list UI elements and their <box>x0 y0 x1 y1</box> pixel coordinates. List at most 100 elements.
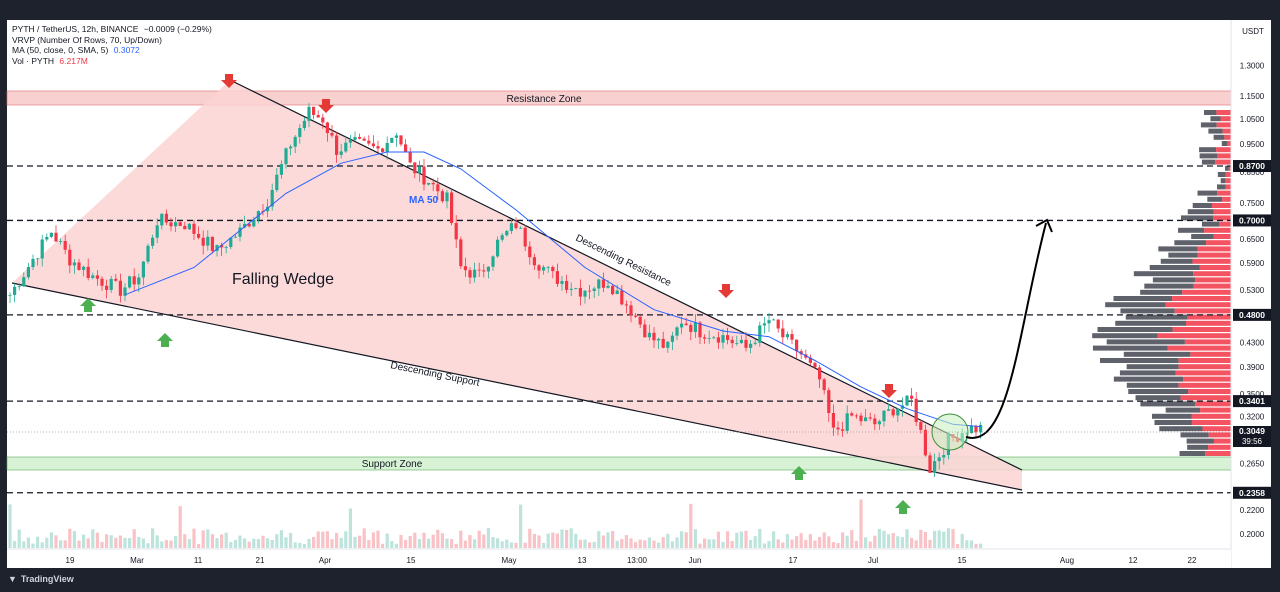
candle-body <box>358 136 362 139</box>
volume-bar <box>707 539 711 548</box>
volume-bar <box>652 540 656 548</box>
volume-bar <box>592 541 596 548</box>
candle-body <box>523 227 527 247</box>
candle-body <box>371 143 375 147</box>
volume-bar <box>841 532 845 548</box>
volume-bar <box>776 539 780 548</box>
legend-vrvp-row[interactable]: VRVP (Number Of Rows, 70, Up/Down) <box>12 35 212 46</box>
volume-bar <box>969 540 973 548</box>
candle-body <box>141 261 145 278</box>
volume-bar <box>155 535 159 548</box>
volume-bar <box>40 542 44 548</box>
vrvp-row-up <box>1217 172 1226 177</box>
candle-body <box>500 235 504 240</box>
vrvp-row-up <box>1168 252 1198 258</box>
volume-bar <box>174 536 178 548</box>
volume-bar <box>229 542 233 548</box>
volume-bar <box>477 530 481 548</box>
vrvp-row-up <box>1092 345 1168 351</box>
time-tick: 11 <box>194 556 203 565</box>
volume-bar <box>928 539 932 548</box>
candle-body <box>762 323 766 326</box>
volume-bar <box>95 532 99 548</box>
buy-arrow-icon <box>157 333 173 347</box>
vrvp-row-down <box>1178 364 1231 370</box>
volume-bar <box>169 540 173 548</box>
candle-body <box>643 324 647 338</box>
candle-body <box>496 239 500 257</box>
candle-body <box>712 337 716 339</box>
candle-body <box>49 232 53 237</box>
candle-body <box>716 337 720 343</box>
price-axis[interactable]: USDT 1.3000 1.1500 1.0500 0.9500 0.8500 0.750… <box>1230 20 1271 568</box>
candle-body <box>137 277 141 285</box>
time-axis[interactable]: 19 Mar 11 21 Apr 15 May 13 13:00 Jun 17 Jul 15 Aug 12 2… <box>7 548 1231 568</box>
candle-body <box>910 395 914 399</box>
volume-bar <box>72 531 76 548</box>
candle-body <box>118 280 122 296</box>
legend-ma-row[interactable]: MA (50, close, 0, SMA, 5) 0.3072 <box>12 45 212 56</box>
horizontal-levels <box>7 165 1231 494</box>
candle-body <box>8 294 12 296</box>
volume-bar <box>808 534 812 548</box>
candle-body <box>537 265 541 271</box>
legend-vol-row[interactable]: Vol · PYTH 6.217M <box>12 56 212 67</box>
volume-bar <box>956 543 960 548</box>
vrvp-row-down <box>1222 196 1231 202</box>
candle-body <box>72 262 76 266</box>
vrvp-row-down <box>1213 234 1231 239</box>
candle-body <box>822 379 826 391</box>
candle-body <box>440 191 444 202</box>
vrvp-row-up <box>1149 265 1200 270</box>
vrvp-row-up <box>1180 432 1209 438</box>
tradingview-logo[interactable]: ▼ TradingView <box>8 574 74 584</box>
candle-body <box>689 324 693 332</box>
candle-body <box>197 233 201 238</box>
price-tick: 0.2650 <box>1240 460 1265 469</box>
volume-bar <box>256 539 260 548</box>
vrvp-row-up <box>1144 283 1194 289</box>
candle-body <box>105 285 109 290</box>
price-level-badge <box>1233 486 1271 499</box>
price-tick: 0.2000 <box>1240 530 1265 539</box>
vrvp-row-up <box>1115 320 1186 326</box>
vrvp-row-up <box>1199 153 1218 159</box>
legend-symbol-row[interactable]: PYTH / TetherUS, 12h, BINANCE −0.0009 (−… <box>12 24 212 35</box>
vrvp-row-down <box>1172 296 1231 301</box>
candle-body <box>841 429 845 431</box>
price-level-badge <box>1233 214 1271 227</box>
vrvp-row-up <box>1165 407 1201 413</box>
volume-bar <box>243 538 247 548</box>
volume-bar <box>307 538 311 548</box>
volume-bar <box>252 538 256 548</box>
price-tick: 0.3900 <box>1240 363 1265 372</box>
volume-bar <box>804 540 808 548</box>
candle-body <box>91 275 95 278</box>
legend-vol-value: 6.217M <box>59 55 88 66</box>
price-tick: 0.5900 <box>1240 259 1265 268</box>
volume-bar <box>703 538 707 548</box>
candle-body <box>422 166 426 185</box>
volume-bar <box>896 536 900 548</box>
candle-body <box>128 276 132 288</box>
volume-bar <box>445 538 449 548</box>
vrvp-row-down <box>1178 358 1231 363</box>
candle-body <box>169 222 173 227</box>
vrvp-row-up <box>1197 190 1218 196</box>
candle-body <box>588 290 592 292</box>
vrvp-row-up <box>1201 159 1216 165</box>
time-tick: 17 <box>789 556 798 565</box>
vrvp-row-down <box>1211 203 1231 208</box>
vrvp-row-down <box>1202 426 1231 432</box>
volume-bar <box>675 537 679 548</box>
volume-bar <box>647 537 651 548</box>
sell-arrow-icon <box>221 74 237 88</box>
candle-body <box>385 142 389 152</box>
vrvp-row-down <box>1185 320 1231 326</box>
candle-body <box>937 457 941 462</box>
candle-body <box>431 182 435 185</box>
volume-bar <box>588 542 592 548</box>
volume-bar <box>758 528 762 548</box>
